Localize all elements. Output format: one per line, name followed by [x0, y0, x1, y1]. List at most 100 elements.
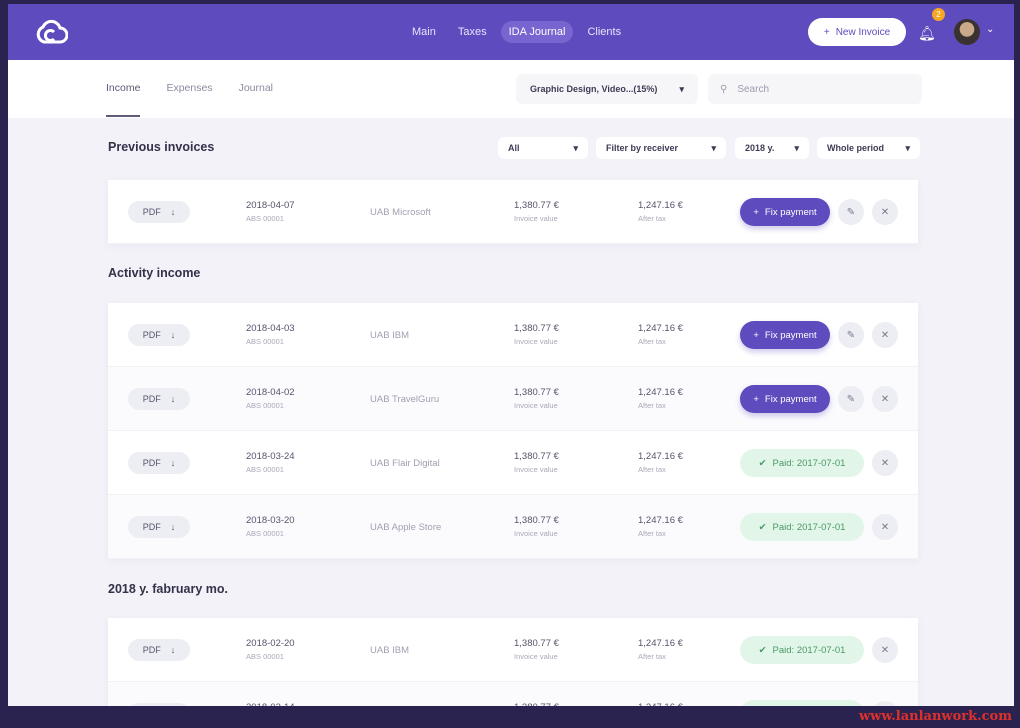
pdf-download-button[interactable]: PDF↓	[128, 201, 190, 223]
invoice-value: 1,380.77 €	[514, 451, 559, 462]
close-icon: ✕	[880, 457, 890, 469]
paid-status-badge: ✔Paid: 2017-07-01	[740, 700, 864, 706]
delete-button[interactable]: ✕	[872, 514, 898, 540]
after-tax-value: 1,247.16 €	[638, 515, 683, 526]
sub-header: Income Expenses Journal Graphic Design, …	[8, 60, 1014, 118]
client-name: UAB Flair Digital	[370, 458, 440, 469]
invoice-date: 2018-04-03	[246, 323, 295, 334]
invoice-code: ABS 00001	[246, 529, 284, 538]
caret-down-icon: ▾	[679, 83, 684, 94]
fix-payment-button[interactable]: + Fix payment	[740, 198, 830, 226]
nav-taxes[interactable]: Taxes	[457, 26, 487, 38]
nav-main[interactable]: Main	[412, 26, 436, 38]
receiver-filter[interactable]: Filter by receiver ▾	[596, 137, 726, 159]
download-arrow-icon: ↓	[170, 645, 176, 655]
caret-down-icon: ▾	[573, 142, 578, 153]
plus-icon: +	[823, 26, 830, 38]
paid-status-badge: ✔Paid: 2017-07-01	[740, 513, 864, 541]
table-row: PDF ↓ 2018-04-07 ABS 00001 UAB Microsoft 1…	[108, 180, 918, 244]
watermark: www.lanlanwork.com	[858, 709, 1012, 724]
download-arrow-icon: ↓	[170, 394, 176, 404]
delete-button[interactable]: ✕	[872, 322, 898, 348]
after-tax-value: 1,247.16 €	[638, 200, 683, 211]
avatar[interactable]	[954, 19, 980, 45]
delete-button[interactable]: ✕	[872, 199, 898, 225]
tabs: Income Expenses Journal	[106, 82, 274, 117]
pencil-icon: ✎	[846, 329, 856, 341]
fix-payment-button[interactable]: + Fix payment	[740, 321, 830, 349]
edit-button[interactable]: ✎	[838, 322, 864, 348]
paid-status-badge: ✔Paid: 2017-07-01	[740, 449, 864, 477]
table-row: PDF ↓ 2018-04-02 ABS 00001 UAB TravelGuru …	[108, 367, 918, 431]
search-input[interactable]: ⚲ Search	[708, 74, 922, 104]
tab-journal[interactable]: Journal	[238, 82, 274, 94]
close-icon: ✕	[880, 521, 890, 533]
client-name: UAB Apple Store	[370, 522, 442, 533]
pdf-download-button[interactable]: PDF↓	[128, 324, 190, 346]
invoice-list: PDF ↓ 2018-04-03 ABS 00001 UAB IBM 1,380.7…	[108, 303, 918, 559]
nav-ida-journal[interactable]: IDA Journal	[500, 21, 574, 43]
pdf-download-button[interactable]: PDF↓	[128, 639, 190, 661]
invoice-date: 2018-04-02	[246, 387, 295, 398]
delete-button[interactable]: ✕	[872, 386, 898, 412]
client-name: UAB Microsoft	[370, 207, 431, 218]
tab-income[interactable]: Income	[106, 82, 141, 117]
download-arrow-icon: ↓	[170, 522, 176, 532]
nav-clients[interactable]: Clients	[587, 26, 622, 38]
search-icon: ⚲	[720, 83, 728, 95]
section-title: Activity income	[108, 266, 201, 280]
invoice-date: 2018-03-24	[246, 451, 295, 462]
notification-badge: 2	[932, 8, 945, 21]
check-icon: ✔	[758, 457, 767, 469]
table-row: PDF ↓ 2018-02-20 ABS 00001 UAB IBM 1,380.7…	[108, 618, 918, 682]
invoice-value: 1,380.77 €	[514, 323, 559, 334]
invoice-date: 2018-04-07	[246, 200, 295, 211]
cloud-logo-icon[interactable]	[34, 18, 68, 46]
after-tax-value: 1,247.16 €	[638, 387, 683, 398]
download-arrow-icon: ↓	[170, 330, 176, 340]
table-row: PDF ↓ 2018-03-20 ABS 00001 UAB Apple Store…	[108, 495, 918, 559]
new-invoice-button[interactable]: + New Invoice	[808, 18, 906, 46]
invoice-code: ABS 00001	[246, 214, 284, 223]
type-filter[interactable]: All ▾	[498, 137, 588, 159]
tab-expenses[interactable]: Expenses	[166, 82, 213, 94]
client-name: UAB IBM	[370, 645, 410, 656]
invoice-value: 1,380.77 €	[514, 638, 559, 649]
invoice-list: PDF ↓ 2018-02-20 ABS 00001 UAB IBM 1,380.7…	[108, 618, 918, 706]
plus-icon: +	[753, 329, 759, 341]
edit-button[interactable]: ✎	[838, 199, 864, 225]
pdf-download-button[interactable]: PDF↓	[128, 516, 190, 538]
fix-payment-button[interactable]: + Fix payment	[740, 385, 830, 413]
client-name: UAB TravelGuru	[370, 394, 440, 405]
check-icon: ✔	[758, 644, 767, 656]
close-icon: ✕	[880, 393, 890, 405]
invoice-code: ABS 00001	[246, 337, 284, 346]
pencil-icon: ✎	[846, 206, 856, 218]
bell-icon[interactable]: 🔔︎	[918, 25, 936, 41]
delete-button[interactable]: ✕	[872, 450, 898, 476]
delete-button[interactable]: ✕	[872, 637, 898, 663]
category-select[interactable]: Graphic Design, Video...(15%) ▾	[516, 74, 698, 104]
year-filter[interactable]: 2018 y. ▾	[735, 137, 809, 159]
invoice-date: 2018-02-20	[246, 638, 295, 649]
period-filter[interactable]: Whole period ▾	[817, 137, 920, 159]
edit-button[interactable]: ✎	[838, 386, 864, 412]
pdf-download-button[interactable]: PDF↓	[128, 703, 190, 706]
invoice-value: 1,380.77 €	[514, 702, 559, 706]
invoice-value: 1,380.77 €	[514, 515, 559, 526]
invoice-value: 1,380.77 €	[514, 387, 559, 398]
app-window: Main Taxes IDA Journal Clients + New Invo…	[8, 4, 1014, 706]
client-name: UAB IBM	[370, 330, 410, 341]
chevron-down-icon[interactable]: ⌄	[986, 24, 995, 35]
table-row: PDF ↓ 2018-04-03 ABS 00001 UAB IBM 1,380.7…	[108, 303, 918, 367]
pdf-download-button[interactable]: PDF↓	[128, 452, 190, 474]
after-tax-value: 1,247.16 €	[638, 638, 683, 649]
delete-button[interactable]: ✕	[872, 701, 898, 706]
table-row: PDF↓ 2018-02-14ABS 00001 UAB TravelGuru …	[108, 682, 918, 706]
pdf-download-button[interactable]: PDF↓	[128, 388, 190, 410]
invoice-code: ABS 00001	[246, 465, 284, 474]
invoice-code: ABS 00001	[246, 652, 284, 661]
after-tax-value: 1,247.16 €	[638, 702, 683, 706]
close-icon: ✕	[880, 329, 890, 341]
invoice-list: PDF ↓ 2018-04-07 ABS 00001 UAB Microsoft 1…	[108, 180, 918, 244]
